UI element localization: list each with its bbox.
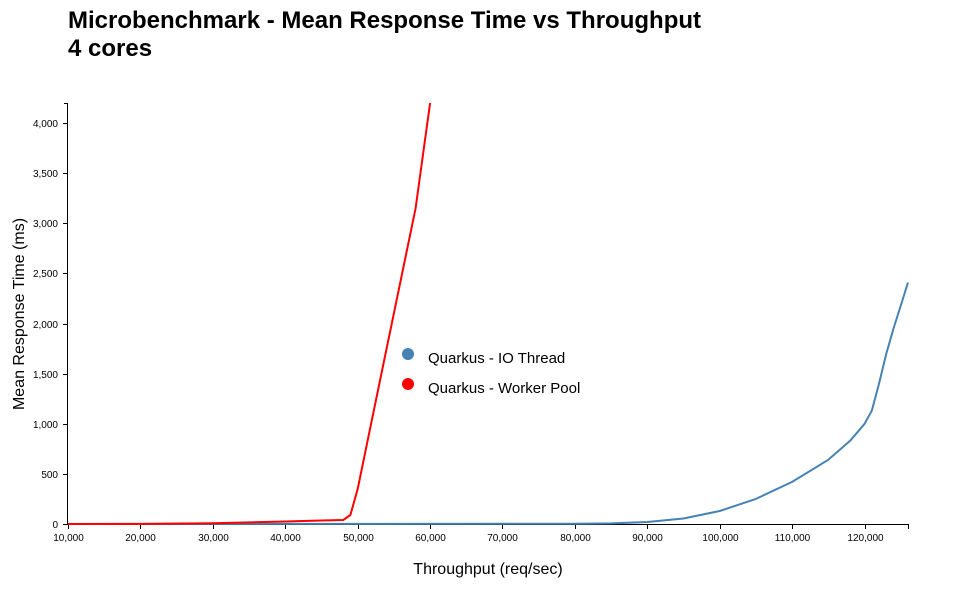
y-axis-label: Mean Response Time (ms) — [11, 218, 28, 410]
y-axis: 0 500 1,000 1,500 2,000 2,500 3,000 3,500 4,000 — [33, 103, 68, 531]
x-tick: 60,000 — [415, 524, 446, 544]
series-line-io-thread — [67, 282, 909, 525]
x-axis-label: Throughput (req/sec) — [413, 561, 562, 578]
y-tick: 500 — [41, 470, 68, 481]
x-axis: 10,000 20,000 30,000 40,000 50,000 60,000 70,0… — [53, 524, 909, 544]
y-tick-label: 500 — [41, 470, 58, 481]
x-tick-label: 90,000 — [632, 533, 663, 544]
y-tick-label: 4,000 — [33, 119, 58, 130]
y-tick-label: 2,500 — [33, 269, 58, 280]
x-tick: 30,000 — [198, 524, 229, 544]
x-tick-label: 40,000 — [270, 533, 301, 544]
y-tick: 1,500 — [33, 370, 68, 381]
x-tick-label: 80,000 — [560, 533, 591, 544]
x-tick-label: 100,000 — [702, 533, 739, 544]
y-tick: 1,000 — [33, 420, 68, 431]
x-tick: 70,000 — [487, 524, 518, 544]
x-tick: 40,000 — [270, 524, 301, 544]
chart-subtitle: 4 cores — [68, 35, 153, 62]
y-tick-label: 3,500 — [33, 169, 58, 180]
x-tick-label: 50,000 — [343, 533, 374, 544]
x-tick: 110,000 — [775, 524, 811, 544]
x-tick-label: 60,000 — [415, 533, 446, 544]
chart-title-block: Microbenchmark - Mean Response Time vs T… — [68, 7, 701, 63]
x-tick-label: 70,000 — [487, 533, 518, 544]
chart-title: Microbenchmark - Mean Response Time vs T… — [68, 7, 701, 34]
y-tick-label: 1,500 — [33, 370, 58, 381]
legend-label: Quarkus - IO Thread — [428, 350, 565, 367]
y-tick: 2,000 — [33, 320, 68, 331]
y-tick: 2,500 — [33, 269, 68, 280]
x-tick: 90,000 — [632, 524, 663, 544]
x-tick-label: 110,000 — [775, 533, 811, 544]
y-tick-label: 1,000 — [33, 420, 58, 431]
x-tick-label: 30,000 — [198, 533, 229, 544]
x-tick: 50,000 — [343, 524, 374, 544]
y-tick-label: 2,000 — [33, 320, 58, 331]
y-tick: 4,000 — [33, 119, 68, 130]
legend-marker — [402, 348, 414, 360]
series-layer — [67, 102, 909, 525]
x-tick: 80,000 — [560, 524, 591, 544]
legend-item: Quarkus - Worker Pool — [402, 378, 580, 397]
x-tick-label: 20,000 — [125, 533, 156, 544]
x-tick-label: 120,000 — [847, 533, 884, 544]
legend-marker — [402, 378, 414, 390]
x-tick-label: 10,000 — [53, 533, 84, 544]
y-tick: 0 — [52, 520, 68, 531]
legend: Quarkus - IO Thread Quarkus - Worker Pool — [402, 348, 580, 397]
legend-label: Quarkus - Worker Pool — [428, 380, 580, 397]
series-line-worker-pool — [67, 102, 432, 525]
y-tick-label: 0 — [52, 520, 58, 531]
x-tick: 100,000 — [702, 524, 739, 544]
legend-item: Quarkus - IO Thread — [402, 348, 565, 367]
x-tick: 120,000 — [847, 524, 884, 544]
y-tick: 3,500 — [33, 169, 68, 180]
x-tick: 20,000 — [125, 524, 156, 544]
y-tick: 3,000 — [33, 219, 68, 230]
y-tick-label: 3,000 — [33, 219, 58, 230]
